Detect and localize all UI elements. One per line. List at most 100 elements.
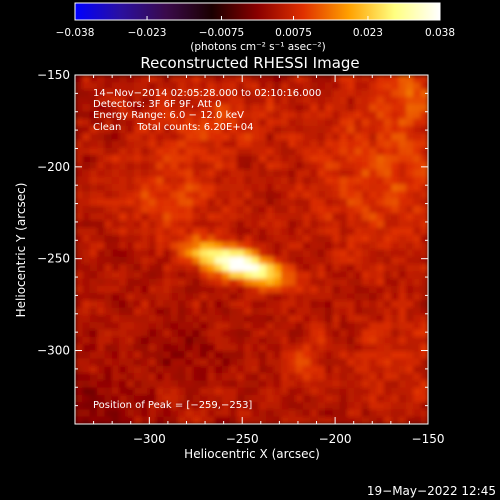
heatmap-cell xyxy=(89,184,98,192)
heatmap-cell xyxy=(82,336,91,345)
heatmap-cell xyxy=(295,409,304,418)
heatmap-cell xyxy=(413,147,422,156)
heatmap-cell xyxy=(177,198,186,207)
heatmap-cell xyxy=(258,111,267,120)
heatmap-cell xyxy=(155,293,164,301)
heatmap-cell xyxy=(405,147,414,156)
heatmap-cell xyxy=(192,133,201,142)
heatmap-cell xyxy=(111,264,120,272)
heatmap-cell xyxy=(273,89,282,98)
heatmap-cell xyxy=(347,344,356,352)
heatmap-cell xyxy=(369,249,378,258)
heatmap-cell xyxy=(214,220,223,229)
heatmap-pixels xyxy=(75,75,428,424)
heatmap-cell xyxy=(376,227,385,236)
heatmap-cell xyxy=(244,387,253,396)
heatmap-cell xyxy=(413,402,422,411)
heatmap-cell xyxy=(200,271,208,280)
heatmap-cell xyxy=(126,300,135,309)
heatmap-cell xyxy=(141,213,150,222)
heatmap-cell xyxy=(288,133,297,142)
heatmap-cell xyxy=(200,285,208,294)
heatmap-cell xyxy=(398,140,407,149)
heatmap-cell xyxy=(170,169,179,178)
heatmap-cell xyxy=(310,365,319,374)
heatmap-cell xyxy=(398,380,407,389)
heatmap-cell xyxy=(413,278,422,287)
heatmap-cell xyxy=(354,387,363,396)
heatmap-cell xyxy=(148,394,157,403)
heatmap-cell xyxy=(148,176,157,185)
heatmap-cell xyxy=(325,104,333,112)
colorbar-tick-label: −0.0075 xyxy=(199,27,245,39)
heatmap-cell xyxy=(266,227,275,236)
heatmap-cell xyxy=(75,191,83,200)
heatmap-cell xyxy=(369,213,378,222)
heatmap-cell xyxy=(310,256,319,265)
heatmap-cell xyxy=(405,213,414,222)
heatmap-cell xyxy=(126,96,135,105)
heatmap-cell xyxy=(376,271,385,280)
heatmap-cell xyxy=(75,147,83,156)
heatmap-cell xyxy=(273,329,282,338)
heatmap-cell xyxy=(383,373,392,381)
heatmap-cell xyxy=(258,409,267,418)
heatmap-cell xyxy=(200,256,208,265)
heatmap-cell xyxy=(376,147,385,156)
heatmap-cell xyxy=(192,358,201,367)
heatmap-cell xyxy=(391,394,400,403)
heatmap-cell xyxy=(354,75,363,83)
heatmap-cell xyxy=(89,344,98,352)
heatmap-cell xyxy=(258,271,267,280)
annotation-clean-counts: Clean Total counts: 6.20E+04 xyxy=(93,122,253,133)
heatmap-cell xyxy=(82,133,91,142)
heatmap-cell xyxy=(405,118,414,127)
heatmap-cell xyxy=(325,169,333,178)
heatmap-cell xyxy=(361,191,370,200)
heatmap-cell xyxy=(251,89,260,98)
heatmap-cell xyxy=(236,278,245,287)
heatmap-cell xyxy=(273,293,282,301)
heatmap-cell xyxy=(141,104,150,112)
heatmap-cell xyxy=(89,125,98,134)
heatmap-cell xyxy=(288,169,297,178)
heatmap-cell xyxy=(391,358,400,367)
heatmap-cell xyxy=(369,351,378,360)
heatmap-cell xyxy=(295,220,304,229)
heatmap-cell xyxy=(280,329,289,338)
heatmap-cell xyxy=(302,271,311,280)
heatmap-cell xyxy=(413,169,422,178)
heatmap-cell xyxy=(347,293,356,301)
heatmap-cell xyxy=(214,314,223,323)
heatmap-cell xyxy=(141,402,150,411)
heatmap-cell xyxy=(207,191,216,200)
heatmap-cell xyxy=(163,111,172,120)
heatmap-cell xyxy=(229,249,238,258)
heatmap-cell xyxy=(398,358,407,367)
heatmap-cell xyxy=(119,184,128,192)
heatmap-cell xyxy=(170,336,179,345)
heatmap-cell xyxy=(163,234,172,243)
heatmap-cell xyxy=(163,213,172,222)
heatmap-cell xyxy=(133,329,142,338)
heatmap-cell xyxy=(361,234,370,243)
heatmap-cell xyxy=(361,111,370,120)
heatmap-cell xyxy=(133,191,142,200)
heatmap-cell xyxy=(420,380,428,389)
heatmap-cell xyxy=(155,394,164,403)
heatmap-cell xyxy=(111,227,120,236)
heatmap-cell xyxy=(317,300,326,309)
heatmap-cell xyxy=(244,176,253,185)
heatmap-cell xyxy=(119,133,128,142)
heatmap-cell xyxy=(266,358,275,367)
heatmap-cell xyxy=(332,293,341,301)
heatmap-cell xyxy=(170,351,179,360)
heatmap-cell xyxy=(148,336,157,345)
heatmap-cell xyxy=(317,111,326,120)
heatmap-cell xyxy=(111,147,120,156)
heatmap-cell xyxy=(214,140,223,149)
heatmap-cell xyxy=(82,351,91,360)
heatmap-cell xyxy=(75,278,83,287)
heatmap-cell xyxy=(192,227,201,236)
heatmap-cell xyxy=(325,154,333,163)
